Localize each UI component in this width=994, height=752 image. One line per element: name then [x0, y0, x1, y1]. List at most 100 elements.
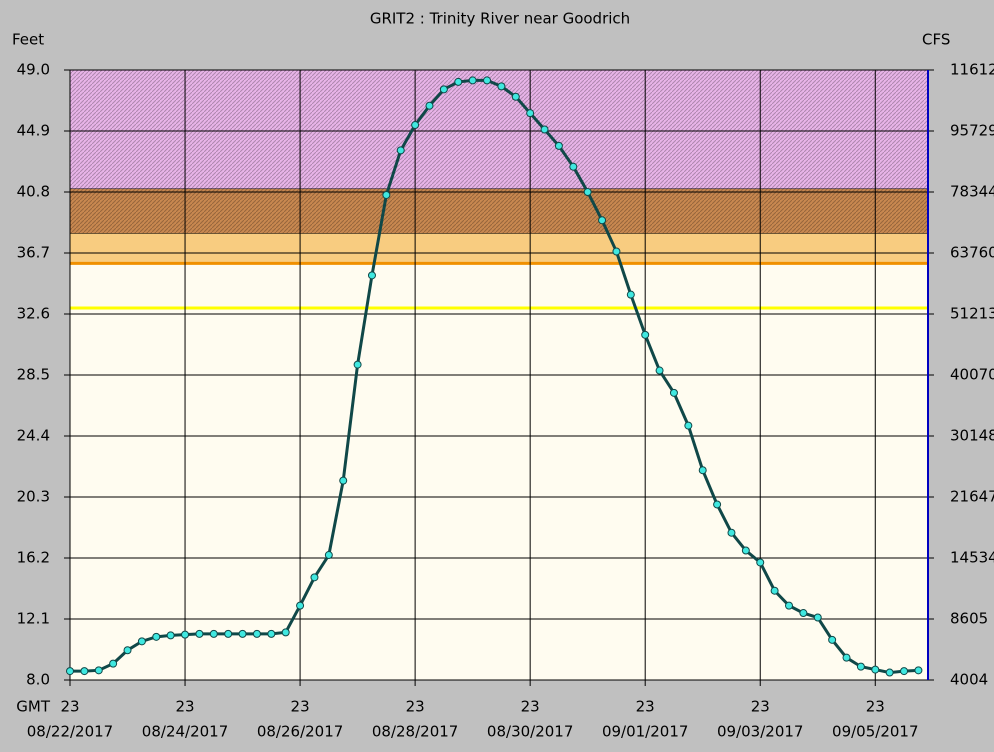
stage-point [583, 188, 592, 196]
stage-point [109, 659, 118, 668]
stage-point [66, 667, 74, 676]
stage-point [799, 609, 808, 618]
stage-point [367, 271, 376, 280]
stage-point [612, 247, 621, 256]
stage-point [598, 216, 607, 225]
stage-point [195, 629, 204, 638]
stage-point [80, 667, 89, 676]
stage-point [756, 558, 765, 567]
stage-point [411, 121, 420, 130]
stage-point [900, 667, 909, 676]
y2-tick-label: 4004 [950, 671, 988, 689]
stage-point [454, 77, 463, 86]
stage-point [224, 629, 233, 638]
stage-point [511, 92, 520, 101]
y-tick-label: 49.0 [17, 61, 50, 79]
band-hatch [70, 189, 928, 234]
stage-point [296, 601, 305, 610]
y2-tick-label: 14534 [950, 549, 994, 567]
stage-point [626, 290, 635, 299]
band-hatch [70, 70, 928, 190]
stage-point [641, 330, 650, 339]
y-tick-label: 44.9 [17, 122, 50, 140]
stage-point [885, 668, 894, 677]
x-tick-label: 23 [60, 698, 79, 716]
stage-point [914, 666, 923, 675]
y2-tick-label: 30148 [950, 427, 994, 445]
stage-point [439, 85, 448, 94]
x-tick-label: 23 [866, 698, 885, 716]
y2-tick-label: 21647 [950, 488, 994, 506]
stage-point [339, 476, 348, 485]
stage-point [684, 421, 693, 430]
stage-point [396, 146, 405, 155]
x-tick-date: 09/05/2017 [832, 723, 918, 741]
stage-point [468, 76, 477, 85]
stage-point [813, 613, 822, 622]
stage-point [871, 665, 880, 674]
stage-point [152, 632, 161, 641]
y2-tick-label: 51213 [950, 305, 994, 323]
stage-point [655, 366, 664, 375]
stage-point [784, 601, 793, 610]
stage-point [698, 466, 707, 475]
y2-tick-label: 40070 [950, 366, 994, 384]
x-tick-label: 23 [406, 698, 425, 716]
stage-point [94, 666, 103, 675]
flood-band [70, 233, 928, 264]
x-tick-date: 08/24/2017 [142, 723, 228, 741]
x-tick-label: 23 [521, 698, 540, 716]
x-tick-date: 08/28/2017 [372, 723, 458, 741]
y-axis-label: Feet [12, 31, 44, 49]
stage-point [181, 630, 190, 639]
y2-tick-label: 78344 [950, 183, 994, 201]
y2-tick-label: 95729 [950, 122, 994, 140]
stage-point [238, 629, 247, 638]
stage-point [209, 629, 218, 638]
stage-point [497, 82, 506, 91]
x-tick-label: 23 [175, 698, 194, 716]
stage-point [727, 528, 736, 537]
stage-point [324, 551, 333, 560]
stage-point [425, 101, 434, 110]
stage-point [382, 190, 391, 199]
stage-point [526, 109, 535, 118]
y2-tick-label: 11612 [950, 61, 994, 79]
y2-axis-label: CFS [922, 31, 950, 49]
y-tick-label: 12.1 [17, 610, 50, 628]
stage-point [856, 662, 865, 671]
stage-point [842, 653, 851, 662]
stage-point [310, 573, 319, 582]
stage-point [166, 631, 175, 640]
stage-point [741, 546, 750, 555]
stage-point [554, 141, 563, 150]
x-axis-label: GMT [16, 698, 51, 716]
stage-point [281, 628, 290, 637]
y-tick-label: 16.2 [17, 549, 50, 567]
y-tick-label: 20.3 [17, 488, 50, 506]
stage-point [137, 637, 146, 646]
y-tick-label: 28.5 [17, 366, 50, 384]
stage-point [483, 76, 492, 85]
x-tick-date: 08/26/2017 [257, 723, 343, 741]
stage-point [267, 629, 276, 638]
stage-point [353, 360, 362, 369]
x-tick-label: 23 [636, 698, 655, 716]
stage-point [713, 500, 722, 509]
chart-title: GRIT2 : Trinity River near Goodrich [370, 10, 630, 28]
x-tick-date: 09/01/2017 [602, 723, 688, 741]
stage-point [828, 635, 837, 644]
stage-point [569, 162, 578, 171]
y-tick-label: 8.0 [26, 671, 50, 689]
y2-tick-label: 8605 [950, 610, 988, 628]
x-tick-date: 08/30/2017 [487, 723, 573, 741]
y-tick-label: 32.6 [17, 305, 50, 323]
y2-tick-label: 63760 [950, 244, 994, 262]
x-tick-date: 09/03/2017 [717, 723, 803, 741]
y-tick-label: 40.8 [17, 183, 50, 201]
stage-point [123, 646, 132, 655]
y-tick-label: 36.7 [17, 244, 50, 262]
x-tick-date: 08/22/2017 [27, 723, 113, 741]
stage-point [252, 629, 261, 638]
